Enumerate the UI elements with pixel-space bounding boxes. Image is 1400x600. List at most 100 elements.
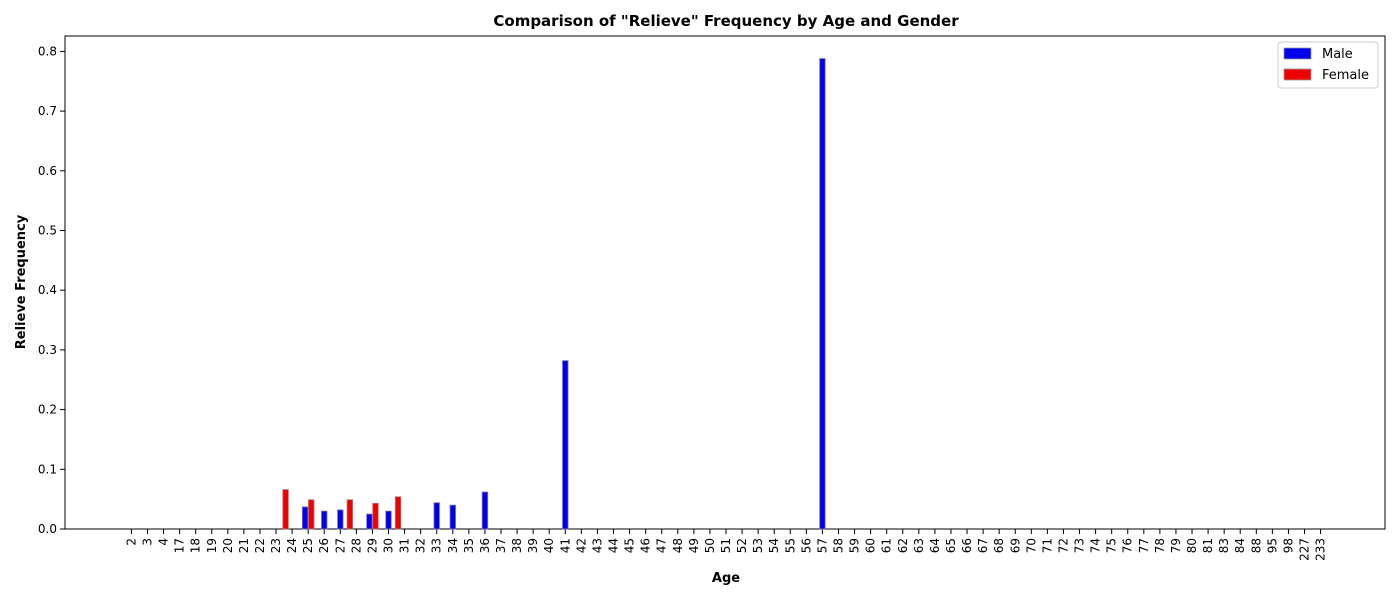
x-tick-label: 38 — [510, 538, 524, 553]
x-tick-label: 31 — [398, 538, 412, 553]
bars — [282, 58, 826, 530]
x-tick-label: 54 — [767, 538, 781, 553]
y-tick-label: 0.0 — [38, 522, 57, 536]
x-tick-label: 79 — [1169, 538, 1183, 553]
x-tick-label: 62 — [896, 538, 910, 553]
bar-male — [301, 506, 309, 530]
x-tick-label: 65 — [944, 538, 958, 553]
x-tick-label: 81 — [1201, 538, 1215, 553]
x-tick-label: 98 — [1281, 538, 1295, 553]
x-tick-label: 32 — [414, 538, 428, 553]
x-tick-label: 63 — [912, 538, 926, 553]
x-tick-label: 25 — [301, 538, 315, 553]
plot-area — [64, 35, 1386, 530]
y-tick-label: 0.3 — [38, 343, 57, 357]
x-tick-label: 227 — [1298, 538, 1312, 561]
x-tick-label: 76 — [1121, 538, 1135, 553]
y-tick-label: 0.5 — [38, 224, 57, 238]
x-tick-label: 28 — [349, 538, 363, 553]
x-tick-label: 61 — [880, 538, 894, 553]
y-tick-label: 0.7 — [38, 104, 57, 118]
x-tick-label: 56 — [799, 538, 813, 553]
x-tick-label: 67 — [976, 538, 990, 553]
x-tick-label: 78 — [1153, 538, 1167, 553]
x-tick-label: 80 — [1185, 538, 1199, 553]
x-tick-label: 47 — [655, 538, 669, 553]
x-tick-label: 18 — [189, 538, 203, 553]
y-tick-label: 0.4 — [38, 283, 57, 297]
y-axis: 0.0 0.1 0.2 0.3 0.4 0.5 0.6 0.7 0.8 — [38, 44, 65, 536]
x-tick-label: 64 — [928, 538, 942, 553]
legend: Male Female — [1277, 41, 1379, 89]
x-axis-label: Age — [712, 571, 740, 586]
bar-male — [481, 491, 489, 530]
bar-female — [308, 499, 315, 530]
x-tick-label: 24 — [285, 538, 299, 553]
bar-male — [385, 510, 392, 530]
x-tick-label: 30 — [382, 538, 396, 553]
x-tick-label: 74 — [1089, 538, 1103, 553]
x-tick-label: 66 — [960, 538, 974, 553]
x-tick-label: 59 — [848, 538, 862, 553]
x-tick-label: 23 — [269, 538, 283, 553]
x-tick-label: 19 — [205, 538, 219, 553]
x-tick-label: 57 — [815, 538, 829, 553]
x-tick-label: 46 — [639, 538, 653, 553]
x-tick-label: 75 — [1105, 538, 1119, 553]
bar-female — [394, 496, 402, 530]
x-tick-label: 68 — [992, 538, 1006, 553]
y-tick-label: 0.6 — [38, 164, 57, 178]
x-tick-label: 50 — [703, 538, 717, 553]
x-tick-label: 60 — [864, 538, 878, 553]
x-tick-label: 43 — [590, 538, 604, 553]
x-tick-label: 35 — [462, 538, 476, 553]
x-tick-label: 70 — [1024, 538, 1038, 553]
bar-female — [282, 489, 289, 530]
x-tick-label: 73 — [1073, 538, 1087, 553]
x-tick-label: 71 — [1040, 538, 1054, 553]
x-tick-label: 88 — [1249, 538, 1263, 553]
x-tick-label: 21 — [237, 538, 251, 553]
y-tick-label: 0.8 — [38, 44, 57, 58]
x-tick-label: 53 — [751, 538, 765, 553]
y-axis-label: Relieve Frequency — [14, 214, 29, 349]
bar-female — [372, 502, 379, 530]
x-tick-label: 20 — [221, 538, 235, 553]
x-tick-label: 51 — [719, 538, 733, 553]
x-tick-label: 84 — [1233, 538, 1247, 553]
chart-title: Comparison of "Relieve" Frequency by Age… — [493, 12, 959, 30]
x-tick-label: 49 — [687, 538, 701, 553]
x-tick-label: 34 — [446, 538, 460, 553]
x-tick-label: 36 — [478, 538, 492, 553]
x-tick-label: 39 — [526, 538, 540, 553]
x-tick-label: 58 — [831, 538, 845, 553]
legend-label: Female — [1322, 68, 1369, 83]
x-tick-label: 52 — [735, 538, 749, 553]
x-tick-label: 40 — [542, 538, 556, 553]
x-tick-label: 2 — [124, 538, 138, 546]
bar-male — [562, 360, 569, 530]
x-tick-label: 44 — [607, 538, 621, 553]
x-tick-label: 233 — [1314, 538, 1328, 561]
legend-swatch — [1283, 47, 1312, 60]
x-tick-label: 41 — [558, 538, 572, 553]
x-tick-label: 72 — [1056, 538, 1070, 553]
x-tick-label: 55 — [783, 538, 797, 553]
x-axis: 2 3 4 17 18 19 20 21 22 23 24 25 26 27 28 29 30 31 32 33 34 3… — [124, 529, 1328, 561]
bar-female — [346, 499, 354, 530]
y-tick-label: 0.1 — [38, 462, 57, 476]
legend-label: Male — [1322, 47, 1353, 62]
x-tick-label: 33 — [430, 538, 444, 553]
bar-male — [366, 513, 373, 530]
bar-male — [321, 510, 328, 530]
x-tick-label: 77 — [1137, 538, 1151, 553]
x-tick-label: 37 — [494, 538, 508, 553]
y-tick-label: 0.2 — [38, 403, 57, 417]
x-tick-label: 27 — [333, 538, 347, 553]
x-tick-label: 22 — [253, 538, 267, 553]
bar-male — [449, 504, 456, 530]
bar-male — [433, 502, 440, 530]
legend-swatch — [1283, 68, 1312, 81]
x-tick-label: 17 — [173, 538, 187, 553]
